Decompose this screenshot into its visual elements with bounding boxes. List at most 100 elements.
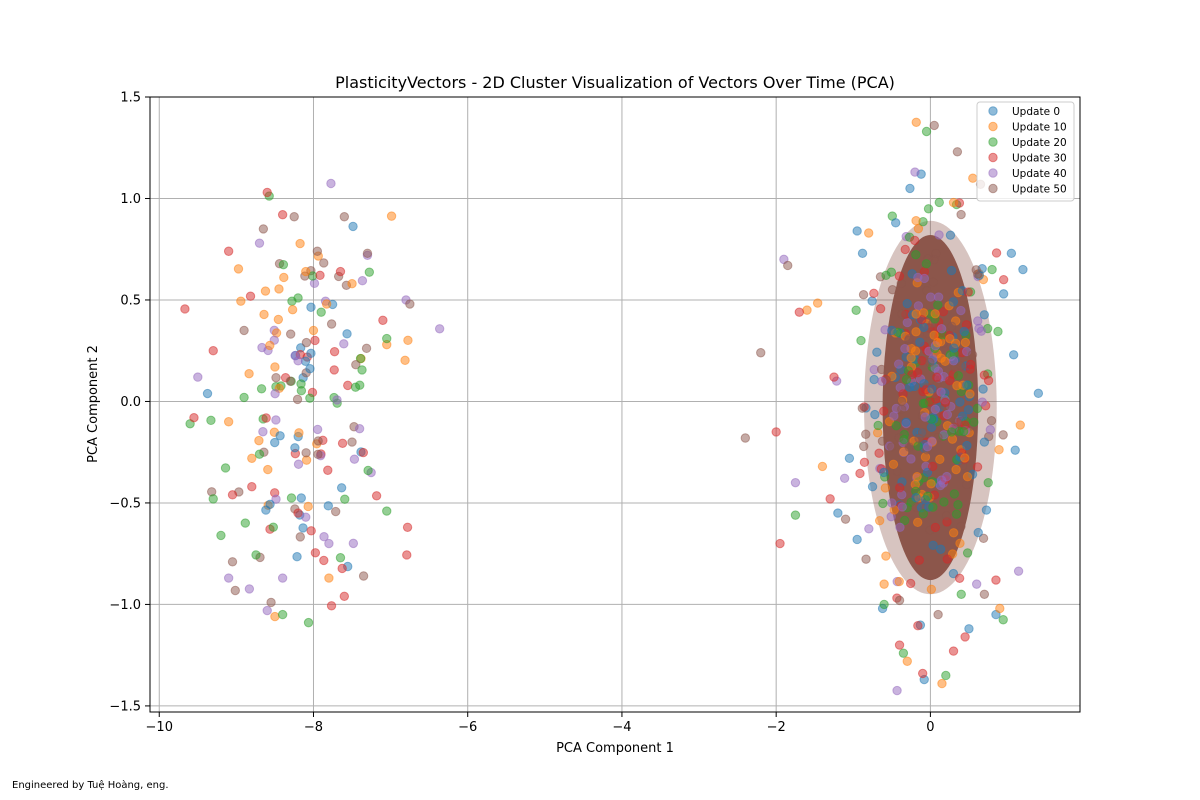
cluster-fill-marker (305, 364, 315, 374)
scatter-point (378, 315, 388, 325)
scatter-point (223, 417, 234, 427)
cluster-fill-marker (285, 329, 296, 339)
cluster-fill-marker (349, 454, 360, 464)
cluster-fill-marker (927, 384, 937, 394)
scatter-point (756, 348, 766, 358)
cluster-fill-marker (891, 420, 901, 431)
cluster-fill-marker (962, 440, 972, 451)
cluster-fill-marker (319, 555, 329, 566)
cluster-fill-marker (912, 471, 922, 482)
cluster-fill-marker (899, 434, 909, 445)
cluster-fill-marker (872, 347, 882, 357)
cluster-fill-marker (901, 374, 912, 385)
cluster-fill-marker (364, 267, 375, 277)
cluster-fill-marker (979, 310, 990, 320)
cluster-fill-marker (259, 309, 269, 320)
legend-box (976, 101, 1075, 202)
cluster-fill-marker (985, 425, 996, 435)
cluster-fill-marker (402, 550, 412, 560)
scatter-point (998, 274, 1009, 285)
cluster-fill-marker (888, 459, 899, 470)
cluster-fill-marker (910, 346, 921, 356)
scatter-point (998, 289, 1009, 299)
cluster-fill-marker (313, 449, 323, 460)
scatter-point (894, 640, 905, 650)
scatter-point (324, 573, 334, 583)
scatter-point (1018, 264, 1028, 275)
x-tick-label: −4 (612, 720, 631, 735)
legend-marker (988, 152, 998, 163)
scatter-point (829, 372, 839, 382)
cluster-fill-marker (929, 330, 939, 340)
cluster-fill-marker (319, 258, 329, 268)
cluster-fill-marker (910, 235, 920, 246)
scatter-point (324, 538, 334, 549)
cluster-fill-marker (952, 417, 962, 427)
cluster-fill-marker (972, 403, 983, 414)
cluster-fill-marker (270, 437, 280, 448)
x-tick-label: −8 (304, 720, 323, 735)
scatter-point (285, 376, 296, 386)
cluster-fill-marker (963, 287, 973, 297)
cluster-fill-marker (893, 359, 904, 369)
scatter-point (879, 579, 889, 589)
scatter-point (247, 453, 257, 463)
cluster-fill-marker (902, 317, 913, 328)
scatter-point (790, 477, 801, 488)
cluster-fill-marker (918, 508, 929, 519)
scatter-point (339, 212, 350, 222)
cluster-fill-marker (286, 493, 297, 503)
cluster-fill-marker (951, 509, 962, 519)
scatter-point (794, 307, 805, 317)
cluster-fill-marker (911, 309, 921, 319)
scatter-point (983, 477, 993, 488)
cluster-fill-marker (298, 523, 308, 533)
cluster-fill-marker (230, 585, 240, 596)
scatter-point (223, 573, 234, 583)
cluster-fill-marker (931, 248, 941, 259)
cluster-fill-marker (949, 343, 959, 353)
cluster-fill-marker (864, 524, 874, 534)
cluster-fill-marker (273, 314, 284, 325)
cluster-fill-marker (926, 479, 936, 489)
cluster-fill-marker (921, 259, 932, 269)
scatter-point (887, 498, 897, 508)
legend-marker (988, 183, 998, 194)
cluster-fill-marker (873, 420, 883, 431)
cluster-fill-marker (917, 355, 927, 366)
cluster-fill-marker (895, 522, 905, 533)
cluster-fill-marker (351, 360, 361, 370)
scatter-point (316, 307, 326, 317)
scatter-point (960, 632, 970, 642)
cluster-fill-marker (869, 374, 879, 385)
cluster-fill-marker (861, 429, 871, 439)
cluster-fill-marker (940, 397, 951, 408)
cluster-fill-marker (951, 464, 961, 475)
cluster-fill-marker (956, 305, 966, 316)
scatter-point (270, 362, 280, 372)
cluster-fill-marker (1013, 566, 1024, 576)
cluster-fill-marker (911, 117, 921, 127)
scatter-point (833, 508, 843, 518)
cluster-fill-marker (953, 500, 963, 510)
cluster-fill-marker (897, 404, 907, 414)
scatter-point (405, 299, 415, 309)
cluster-fill-marker (403, 335, 413, 346)
scatter-point (227, 557, 238, 567)
cluster-fill-marker (960, 337, 971, 348)
cluster-fill-marker (927, 461, 938, 472)
cluster-fill-marker (895, 482, 905, 493)
cluster-fill-marker (899, 515, 910, 526)
legend-label: Update 50 (1012, 183, 1067, 195)
scatter-point (208, 494, 218, 504)
cluster-fill-marker (355, 353, 366, 364)
cluster-fill-marker (978, 533, 989, 544)
cluster-fill-marker (292, 394, 303, 405)
cluster-fill-marker (245, 291, 256, 301)
cluster-fill-marker (874, 448, 884, 458)
legend-marker (988, 168, 998, 178)
scatter-point (867, 482, 878, 492)
cluster-fill-marker (994, 445, 1004, 455)
cluster-fill-marker (942, 471, 952, 482)
cluster-fill-marker (953, 371, 964, 381)
